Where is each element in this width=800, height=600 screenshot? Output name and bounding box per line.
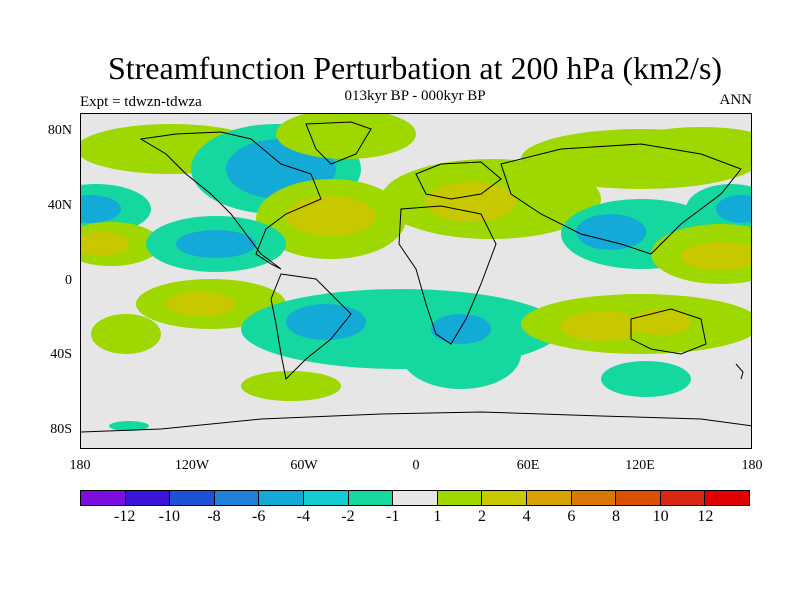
lat-tick-80n: 80N xyxy=(47,123,72,138)
colorbar-swatch xyxy=(303,491,349,505)
contour-pacific-east-high-core xyxy=(681,242,751,270)
colorbar-swatch xyxy=(571,491,617,505)
contour-mideast-high xyxy=(521,129,751,189)
contour-pacific-high-core xyxy=(166,292,236,316)
lon-tick-120w: 120W xyxy=(174,458,210,473)
lat-tick-40s: 40S xyxy=(50,347,72,362)
colorbar-label: -1 xyxy=(385,508,400,525)
coastline-africa xyxy=(398,205,497,345)
colorbar-label: 4 xyxy=(522,508,531,525)
contour-asia-low-east-core xyxy=(716,195,751,223)
contour-greenland-high xyxy=(276,114,416,159)
colorbar-swatch xyxy=(660,491,706,505)
contour-europe-high-core xyxy=(426,182,516,222)
colorbar-swatch xyxy=(616,491,661,505)
contour-australia-high-core xyxy=(561,311,641,341)
coastline-new-zealand xyxy=(735,363,744,380)
colorbar-label: 6 xyxy=(567,508,576,525)
colorbar-label: -6 xyxy=(251,508,266,525)
colorbar-swatch xyxy=(125,491,171,505)
colorbar-label: -10 xyxy=(158,508,180,525)
coastline-south-america xyxy=(270,273,352,381)
lat-tick-40n: 40N xyxy=(47,198,72,213)
lon-tick-180-right: 180 xyxy=(741,458,763,473)
coastlines xyxy=(81,121,751,433)
lon-tick-60w: 60W xyxy=(290,458,318,473)
colorbar-swatch xyxy=(348,491,394,505)
coastline-greenland xyxy=(305,121,372,165)
map-svg xyxy=(81,114,751,448)
colorbar-label: 12 xyxy=(697,508,714,525)
coastline-europe xyxy=(415,161,502,200)
contour-southern-ocean-high-east xyxy=(601,361,691,397)
colorbar-label: -2 xyxy=(341,508,355,525)
contour-southern-low-core-west xyxy=(286,304,366,340)
experiment-label: Expt = tdwzn-tdwza xyxy=(80,94,202,110)
colorbar-swatch xyxy=(393,491,438,505)
chart-title: Streamfunction Perturbation at 200 hPa (… xyxy=(107,50,723,86)
contour-pacific-east-low-core xyxy=(176,230,256,258)
lon-tick-180-left: 180 xyxy=(69,458,91,473)
colorbar-swatch xyxy=(705,491,749,505)
contour-pacific-west-low-core xyxy=(81,195,121,223)
colorbar-label: 8 xyxy=(612,508,620,525)
colorbar-swatch xyxy=(259,491,304,505)
coastline-australia xyxy=(630,308,707,355)
colorbar-label: 1 xyxy=(433,508,442,525)
contour-southern-ocean-high-west xyxy=(241,371,341,401)
colorbar-swatch xyxy=(437,491,483,505)
colorbar-label: 10 xyxy=(652,508,669,525)
contour-atlantic-high-core xyxy=(286,196,376,236)
contour-south-pacific-high xyxy=(91,314,161,354)
contour-southern-low-core-east xyxy=(431,314,491,344)
lon-tick-60e: 60E xyxy=(516,458,540,473)
contour-pacific-west-high-core xyxy=(81,232,129,256)
colorbar-swatch xyxy=(482,491,527,505)
chart-subtitle: 013kyr BP - 000kyr BP xyxy=(344,88,486,104)
colorbar-label: -4 xyxy=(296,508,310,525)
season-label: ANN xyxy=(719,92,753,108)
colorbar-swatch xyxy=(81,491,126,505)
coastline-asia xyxy=(500,143,742,255)
contour-southern-low-extension xyxy=(401,319,521,389)
coastline-north-america xyxy=(139,131,322,270)
colorbar-label: 2 xyxy=(478,508,486,525)
colorbar-label: -12 xyxy=(113,508,136,525)
lat-tick-80s: 80S xyxy=(50,422,72,437)
colorbar-swatch xyxy=(170,491,215,505)
colorbar-swatch xyxy=(214,491,260,505)
colorbar-swatch xyxy=(526,491,572,505)
coastline-antarctica xyxy=(81,411,751,433)
colorbar-label: -8 xyxy=(207,508,221,525)
lat-tick-0: 0 xyxy=(65,273,72,288)
contour-antarctic-low xyxy=(109,421,149,431)
lon-tick-0: 0 xyxy=(412,458,420,473)
map-panel xyxy=(80,113,752,449)
colorbar xyxy=(80,490,750,506)
lon-tick-120e: 120E xyxy=(625,458,655,473)
contour-asia-low-core xyxy=(576,214,646,250)
